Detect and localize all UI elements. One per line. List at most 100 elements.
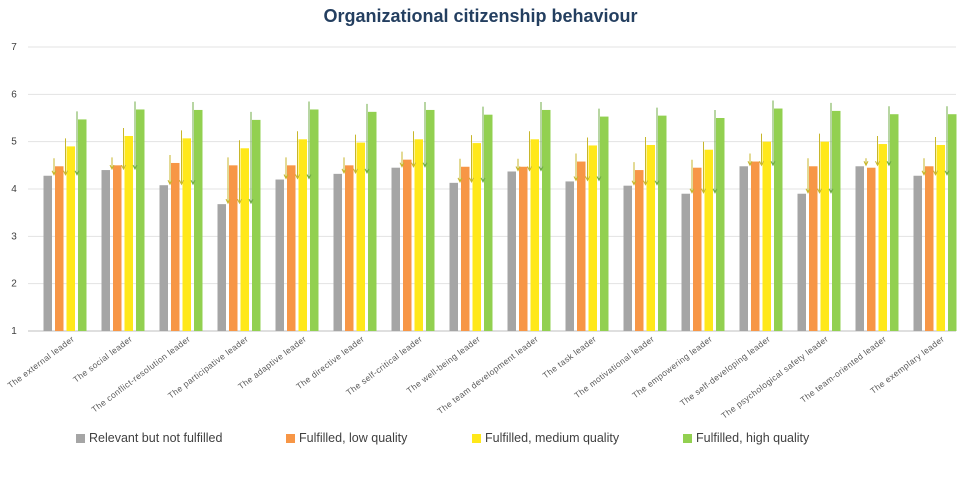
legend-swatch-2 [472, 433, 481, 443]
bar [136, 109, 145, 331]
arrow-head [712, 188, 718, 194]
legend-item-0: Relevant but not fulfilled [76, 431, 222, 445]
x-tick-label: The social leader [71, 334, 134, 385]
arrow-head [631, 180, 637, 186]
bar [809, 166, 818, 331]
bar [426, 109, 435, 331]
x-tick-label: The team development leader [435, 334, 540, 416]
bar [704, 149, 713, 331]
arrow-head [237, 198, 242, 205]
bar [159, 185, 168, 331]
bar [287, 165, 296, 331]
arrow-head [341, 168, 347, 174]
arrow-head [109, 164, 115, 171]
bar [519, 166, 528, 331]
arrow-head [457, 177, 463, 183]
bar [913, 175, 922, 331]
arrow-head [759, 161, 764, 167]
y-tick-label: 6 [11, 89, 17, 100]
chart-title: Organizational citizenship behaviour [323, 6, 638, 26]
y-tick-label: 4 [11, 184, 17, 195]
bar [113, 165, 122, 331]
bar [356, 142, 365, 331]
arrow-head [654, 180, 660, 186]
bar [774, 108, 783, 332]
bar [542, 109, 551, 331]
arrow-head [74, 170, 80, 176]
x-tick-label: The external leader [6, 334, 77, 391]
bar [298, 139, 307, 331]
arrow-head [817, 188, 822, 194]
bar [936, 144, 945, 331]
arrow-head [469, 177, 474, 183]
arrow-head [283, 174, 289, 180]
arrow-head [933, 170, 938, 176]
arrow-head [805, 188, 811, 194]
bar [310, 109, 319, 331]
bar [693, 167, 702, 331]
bar [252, 119, 261, 331]
bar [867, 167, 876, 331]
bar [751, 161, 760, 331]
bar [646, 144, 655, 331]
bar [832, 110, 841, 332]
bar [229, 165, 238, 331]
bar [403, 159, 412, 331]
legend-swatch-3 [683, 433, 692, 443]
arrow-head [179, 179, 184, 186]
bar [890, 114, 899, 331]
arrow-head [863, 161, 869, 167]
legend-label-1: Fulfilled, low quality [299, 431, 408, 445]
y-tick-label: 3 [11, 231, 17, 242]
legend-label-3: Fulfilled, high quality [696, 431, 810, 445]
bar [66, 146, 75, 331]
bar [600, 116, 609, 331]
bar [43, 175, 52, 331]
arrow-head [689, 188, 695, 194]
legend-item-3: Fulfilled, high quality [683, 431, 809, 445]
y-tick-label: 5 [11, 137, 17, 148]
arrow-head [585, 176, 590, 182]
arrow-head [596, 176, 602, 182]
bar [577, 161, 586, 331]
legend-label-2: Fulfilled, medium quality [485, 431, 620, 445]
bar [368, 111, 377, 331]
arrow-head [167, 179, 173, 186]
arrow-head [527, 166, 532, 172]
bar [530, 139, 539, 331]
bar [681, 193, 690, 331]
x-tick-label: The psychological safety leader [719, 334, 830, 421]
y-tick-label: 2 [11, 279, 17, 290]
arrow-head [770, 161, 776, 167]
arrow-head [364, 168, 370, 174]
x-tick-label: The conflict-resolution leader [89, 334, 192, 415]
arrow-head [51, 170, 57, 176]
bar [762, 141, 771, 331]
bar [925, 166, 934, 331]
bar [739, 166, 748, 331]
legend-swatch-0 [76, 433, 85, 443]
bar [333, 173, 342, 331]
arrow-head [921, 170, 927, 176]
arrow-head [306, 174, 312, 180]
arrow-head [747, 161, 753, 167]
arrow-head [121, 164, 126, 171]
arrow-head [944, 170, 950, 176]
arrow-head [643, 180, 648, 186]
bar [182, 138, 191, 331]
arrow-head [701, 188, 706, 194]
bar [171, 162, 180, 331]
arrow-head [538, 166, 544, 172]
arrow-head [295, 174, 300, 180]
bar [588, 145, 597, 331]
arrow-head [63, 170, 68, 176]
bar [391, 167, 400, 331]
arrow-head [399, 162, 405, 168]
legend-item-1: Fulfilled, low quality [286, 431, 407, 445]
legend-label-0: Relevant but not fulfilled [89, 431, 223, 445]
bar [623, 185, 632, 331]
bar [797, 193, 806, 331]
arrow-head [411, 162, 416, 168]
bar [194, 109, 203, 331]
bar [878, 144, 887, 331]
